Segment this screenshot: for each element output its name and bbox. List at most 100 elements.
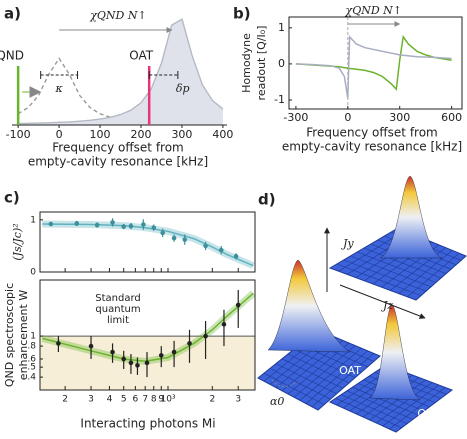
panel-label: c)	[4, 189, 20, 207]
point	[158, 353, 164, 358]
x-tick-label: 0	[56, 128, 63, 141]
shift-label: χQND N↑	[89, 9, 146, 22]
panel-label: d)	[258, 191, 276, 209]
point	[94, 222, 100, 228]
x-axis-label: Interacting photons Mi	[80, 417, 215, 431]
point	[128, 223, 134, 229]
point	[203, 243, 208, 249]
x-axis-label: Frequency offset from	[306, 126, 438, 140]
axis-label: Jy	[341, 237, 354, 250]
point	[171, 349, 177, 355]
shift-label: χQND N↑	[345, 4, 402, 17]
x-tick-label: 2	[62, 395, 68, 405]
x-tick-label: 5	[121, 395, 127, 405]
marker-label: OAT	[129, 49, 154, 63]
line	[18, 18, 224, 125]
x-tick-label: 7	[142, 395, 148, 405]
panel-label: a)	[4, 5, 21, 23]
x-tick-label: 6	[132, 395, 138, 405]
x-tick-label: 300	[171, 128, 192, 141]
y-axis-label: Homodyne	[240, 33, 253, 93]
point	[56, 341, 61, 346]
point	[135, 363, 140, 368]
axis-label: Jz	[381, 299, 393, 312]
x-tick-label: 2	[209, 395, 215, 405]
fit-line	[42, 292, 254, 363]
sql-label: Standard	[95, 293, 141, 304]
point	[128, 360, 134, 366]
span-label: δp	[176, 82, 190, 95]
y-tick-label: .4	[27, 373, 36, 383]
surface-plane	[328, 227, 467, 301]
surface-grid	[263, 372, 325, 405]
surface-grid	[275, 363, 337, 395]
y-tick-label: .6	[27, 354, 36, 364]
point	[121, 356, 126, 362]
surface-grid	[352, 386, 419, 416]
point	[88, 343, 94, 349]
point	[121, 224, 126, 229]
line	[295, 34, 452, 91]
point	[110, 220, 115, 225]
plot-frame	[39, 279, 256, 391]
surface-grid	[343, 259, 427, 292]
point	[235, 302, 241, 308]
surface-label: CSS	[433, 281, 455, 294]
area	[18, 19, 223, 126]
angle-label: α0	[270, 395, 284, 408]
x-axis-label: empty-cavity resonance [kHz]	[28, 155, 208, 169]
surface-grid	[341, 394, 408, 424]
point	[218, 247, 224, 253]
y-axis-label: (Js/Jc)²	[11, 223, 24, 260]
x-tick-label: 300	[389, 111, 410, 124]
x-tick-label: -300	[283, 111, 308, 124]
sql-label: limit	[107, 315, 129, 326]
marker-label: QND	[0, 49, 24, 63]
jz-arrow	[339, 284, 426, 319]
line	[295, 34, 452, 99]
x-tick-label: 600	[441, 111, 462, 124]
y-axis-label: enhancement W	[17, 290, 30, 381]
x-tick-label: 10³	[160, 395, 175, 405]
point	[160, 230, 165, 236]
x-tick-label: 8	[151, 395, 157, 405]
y-tick-label: 1	[30, 332, 36, 342]
x-axis-label: Frequency offset from	[52, 141, 184, 155]
plot-frame	[288, 16, 463, 110]
oat-peak	[267, 259, 351, 353]
point	[171, 235, 177, 241]
point	[203, 333, 208, 339]
surface-grid	[281, 358, 343, 389]
surface-grid	[363, 247, 442, 279]
x-axis-label: empty-cavity resonance [kHz]	[282, 140, 462, 154]
sql-label: quantum	[95, 304, 140, 315]
x-tick-label: 3	[88, 395, 94, 405]
x-tick-label: 100	[90, 128, 111, 141]
x-tick-label: -100	[6, 128, 31, 141]
x-tick-label: 200	[131, 128, 152, 141]
y-tick-label: -1	[274, 93, 285, 106]
surface-grid	[336, 263, 422, 296]
point	[48, 221, 54, 227]
x-tick-label: 9	[158, 395, 164, 405]
surface-grid	[269, 368, 331, 400]
surface-grid	[335, 398, 402, 429]
x-tick-label: 3	[235, 395, 241, 405]
x-tick-label: 0	[344, 111, 351, 124]
y-tick-label: 1	[30, 215, 36, 225]
y-tick-label: 1	[278, 21, 285, 34]
point	[110, 349, 115, 355]
span-label: κ	[54, 82, 63, 95]
css-peak	[379, 175, 443, 259]
point	[141, 222, 146, 227]
y-tick-label: .5	[27, 363, 36, 373]
surface-grid	[357, 251, 437, 283]
angle-arc	[271, 379, 297, 387]
y-tick-label: .8	[27, 342, 36, 352]
surface-grid	[346, 390, 413, 420]
y-tick-label: 0	[30, 268, 36, 278]
surface-plots: Jy Jz CSS OAT QND α0	[257, 175, 467, 433]
plot-frame	[39, 211, 256, 273]
y-axis-label: QND spectroscopic	[3, 283, 16, 387]
